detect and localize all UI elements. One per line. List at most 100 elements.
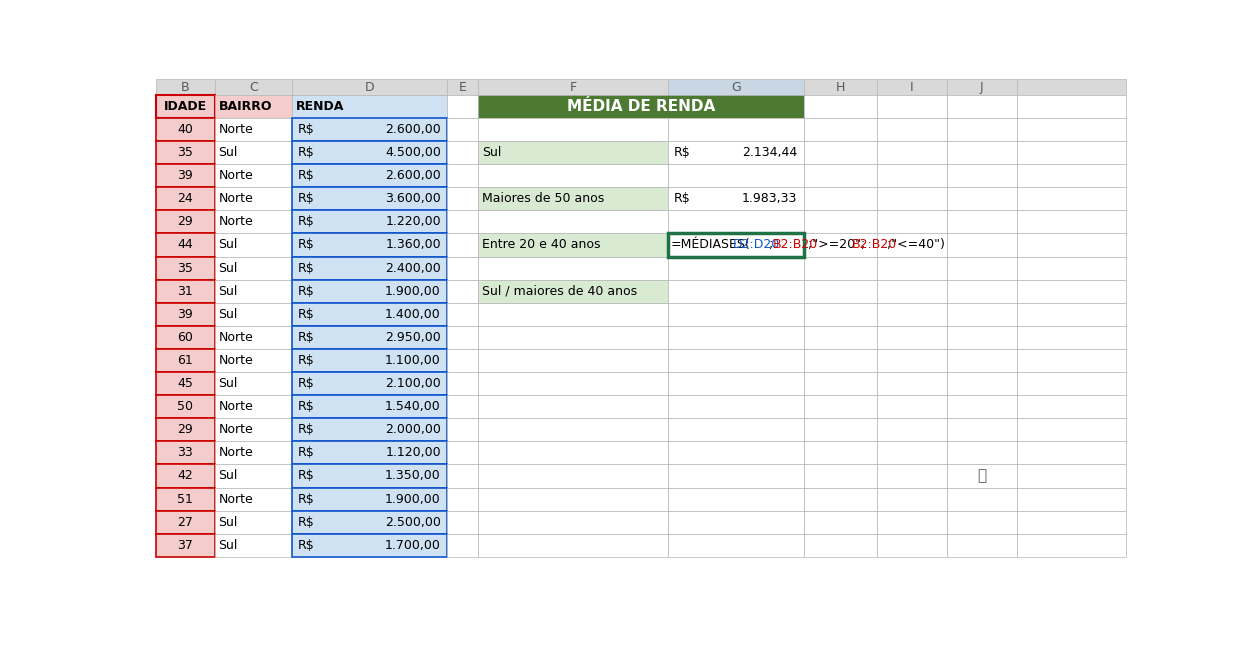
Text: B2:B20: B2:B20 <box>852 238 897 252</box>
Text: R$: R$ <box>298 469 315 483</box>
Bar <box>291 141 447 164</box>
Text: 1.400,00: 1.400,00 <box>385 308 440 321</box>
Text: Sul: Sul <box>219 146 238 159</box>
Bar <box>156 487 214 510</box>
Bar <box>668 187 803 211</box>
Bar <box>947 211 1017 234</box>
Bar <box>877 534 947 557</box>
Bar <box>803 418 877 442</box>
Bar <box>1017 487 1126 510</box>
Bar <box>156 442 214 465</box>
Bar <box>478 79 668 95</box>
Bar <box>447 510 478 534</box>
Bar <box>447 349 478 372</box>
Bar <box>947 79 1017 95</box>
Text: G: G <box>731 81 741 93</box>
Bar <box>947 465 1017 487</box>
Bar <box>668 510 803 534</box>
Bar <box>156 510 214 534</box>
Bar <box>877 418 947 442</box>
Bar <box>156 465 214 487</box>
Text: R$: R$ <box>298 308 315 321</box>
Bar <box>668 534 803 557</box>
Bar <box>291 79 447 95</box>
Bar <box>478 187 668 211</box>
Text: 1.983,33: 1.983,33 <box>742 192 797 205</box>
Text: 39: 39 <box>178 169 194 182</box>
Bar <box>1017 118 1126 141</box>
Bar <box>877 326 947 349</box>
Bar <box>1017 164 1126 187</box>
Bar <box>478 372 668 395</box>
Bar <box>447 279 478 303</box>
Bar <box>214 141 291 164</box>
Bar <box>668 211 803 234</box>
Bar <box>214 349 291 372</box>
Text: R$: R$ <box>298 377 315 390</box>
Bar <box>1017 187 1126 211</box>
Bar <box>214 534 291 557</box>
Bar <box>668 418 803 442</box>
Bar <box>447 372 478 395</box>
Text: 2.000,00: 2.000,00 <box>385 423 440 436</box>
Bar <box>214 418 291 442</box>
Text: 1.220,00: 1.220,00 <box>385 215 440 228</box>
Bar <box>877 395 947 418</box>
Bar <box>668 442 803 465</box>
Bar <box>214 487 291 510</box>
Bar <box>877 279 947 303</box>
Text: 1.360,00: 1.360,00 <box>385 238 440 252</box>
Bar <box>803 534 877 557</box>
Bar <box>478 349 668 372</box>
Bar <box>478 234 668 257</box>
Bar <box>803 303 877 326</box>
Text: 2.100,00: 2.100,00 <box>385 377 440 390</box>
Bar <box>447 234 478 257</box>
Bar <box>478 418 668 442</box>
Bar <box>478 534 668 557</box>
Bar <box>668 395 803 418</box>
Bar <box>447 95 478 118</box>
Bar <box>214 510 291 534</box>
Bar <box>447 487 478 510</box>
Text: Norte: Norte <box>219 169 253 182</box>
Text: ;"<=40"): ;"<=40") <box>887 238 945 252</box>
Text: R$: R$ <box>298 401 315 413</box>
Text: B: B <box>181 81 190 93</box>
Bar <box>478 303 668 326</box>
Bar <box>1017 95 1126 118</box>
Bar <box>156 303 214 326</box>
Text: 27: 27 <box>178 516 194 529</box>
Text: 1.700,00: 1.700,00 <box>385 539 440 552</box>
Bar <box>947 510 1017 534</box>
Bar <box>1017 418 1126 442</box>
Bar <box>803 349 877 372</box>
Text: I: I <box>911 81 913 93</box>
Bar <box>478 164 668 187</box>
Bar <box>668 141 803 164</box>
Bar <box>803 279 877 303</box>
Bar <box>478 279 668 303</box>
Bar <box>1017 534 1126 557</box>
Bar <box>1017 141 1126 164</box>
Bar <box>803 487 877 510</box>
Bar <box>668 79 803 95</box>
Bar <box>478 95 803 118</box>
Bar <box>877 164 947 187</box>
Bar <box>447 395 478 418</box>
Text: 1.350,00: 1.350,00 <box>385 469 440 483</box>
Text: F: F <box>569 81 577 93</box>
Text: 50: 50 <box>178 401 194 413</box>
Text: R$: R$ <box>298 516 315 529</box>
Bar <box>668 303 803 326</box>
Text: Sul: Sul <box>482 146 502 159</box>
Bar <box>291 442 447 465</box>
Text: RENDA: RENDA <box>296 100 344 113</box>
Bar <box>156 395 214 418</box>
Text: 40: 40 <box>178 123 194 136</box>
Bar <box>156 211 214 234</box>
Bar <box>447 534 478 557</box>
Bar <box>214 164 291 187</box>
Bar <box>877 442 947 465</box>
Bar <box>214 79 291 95</box>
